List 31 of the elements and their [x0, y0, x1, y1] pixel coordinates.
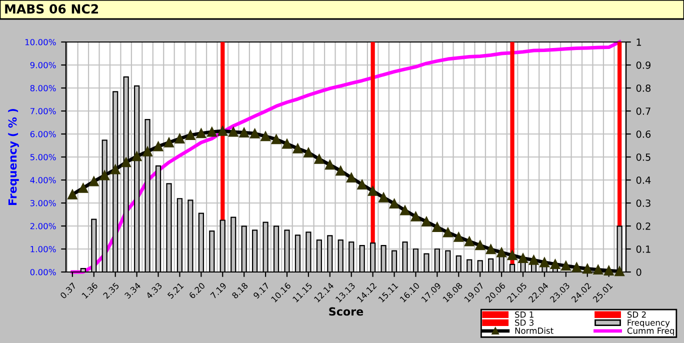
- y2-tick-label: 1: [636, 38, 642, 46]
- x-axis-title: Score: [329, 307, 364, 316]
- y2-tick-label: 0.2: [636, 222, 650, 230]
- y-tick-label: 1.00%: [30, 246, 56, 252]
- y-tick-label: 2.00%: [30, 222, 56, 230]
- legend-label: Frequency: [628, 320, 670, 328]
- y2-tick-label: 0.5: [636, 153, 650, 161]
- y2-tick-label: 0.1: [636, 245, 650, 253]
- y-tick-label: 3.00%: [30, 200, 56, 206]
- y2-tick-label: 0.8: [636, 84, 651, 92]
- y2-tick-label: 0.4: [636, 176, 651, 184]
- y-tick-label: 5.00%: [30, 154, 56, 160]
- y-tick-label: 9.00%: [30, 62, 56, 68]
- chart-title: MABS 06 NC2: [5, 4, 98, 14]
- y2-tick-label: 0.3: [636, 199, 650, 207]
- y-tick-label: 8.00%: [30, 84, 56, 92]
- y-tick-label: 6.00%: [30, 130, 56, 138]
- y-tick-label: 0.00%: [30, 268, 56, 276]
- y2-tick-label: 0.7: [636, 107, 650, 115]
- legend-label: NormDist: [515, 327, 554, 334]
- y-tick-label: 10.00%: [25, 38, 56, 46]
- legend-label: SD 3: [515, 319, 534, 326]
- y2-tick-label: 0.6: [636, 130, 651, 138]
- y2-tick-label: 0: [636, 268, 642, 276]
- y-tick-label: 7.00%: [30, 108, 56, 114]
- legend-label: Cumm Freq: [627, 328, 674, 336]
- y2-tick-label: 0.9: [636, 61, 650, 69]
- y-axis-title: Frequency ( % ): [8, 108, 19, 205]
- legend-label: SD 2: [627, 311, 646, 318]
- y-tick-label: 4.00%: [30, 176, 56, 184]
- legend-label: SD 1: [515, 311, 534, 318]
